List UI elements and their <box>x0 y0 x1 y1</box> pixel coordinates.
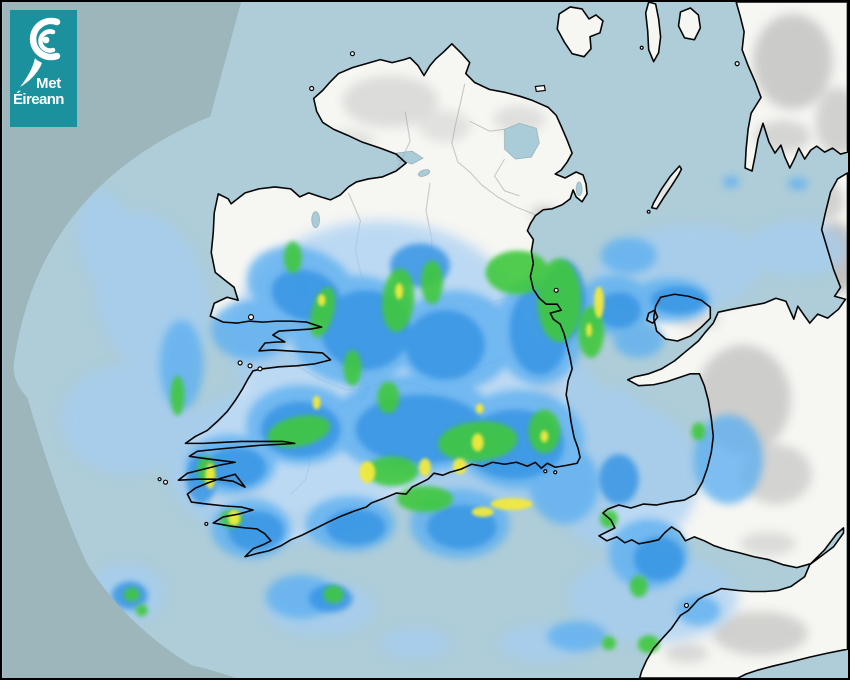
outside-radar-range-region <box>2 2 242 678</box>
coastlines <box>157 2 848 678</box>
rain-layer <box>62 175 848 662</box>
logo-text-line2: Éireann <box>13 90 64 108</box>
logo-text-line1: Met <box>36 75 61 92</box>
small-islands <box>157 45 740 609</box>
met-eireann-spiral-icon <box>20 17 61 87</box>
met-eireann-logo: Met Éireann <box>10 10 77 127</box>
rain-level-intense-rain-yellow <box>205 283 604 526</box>
